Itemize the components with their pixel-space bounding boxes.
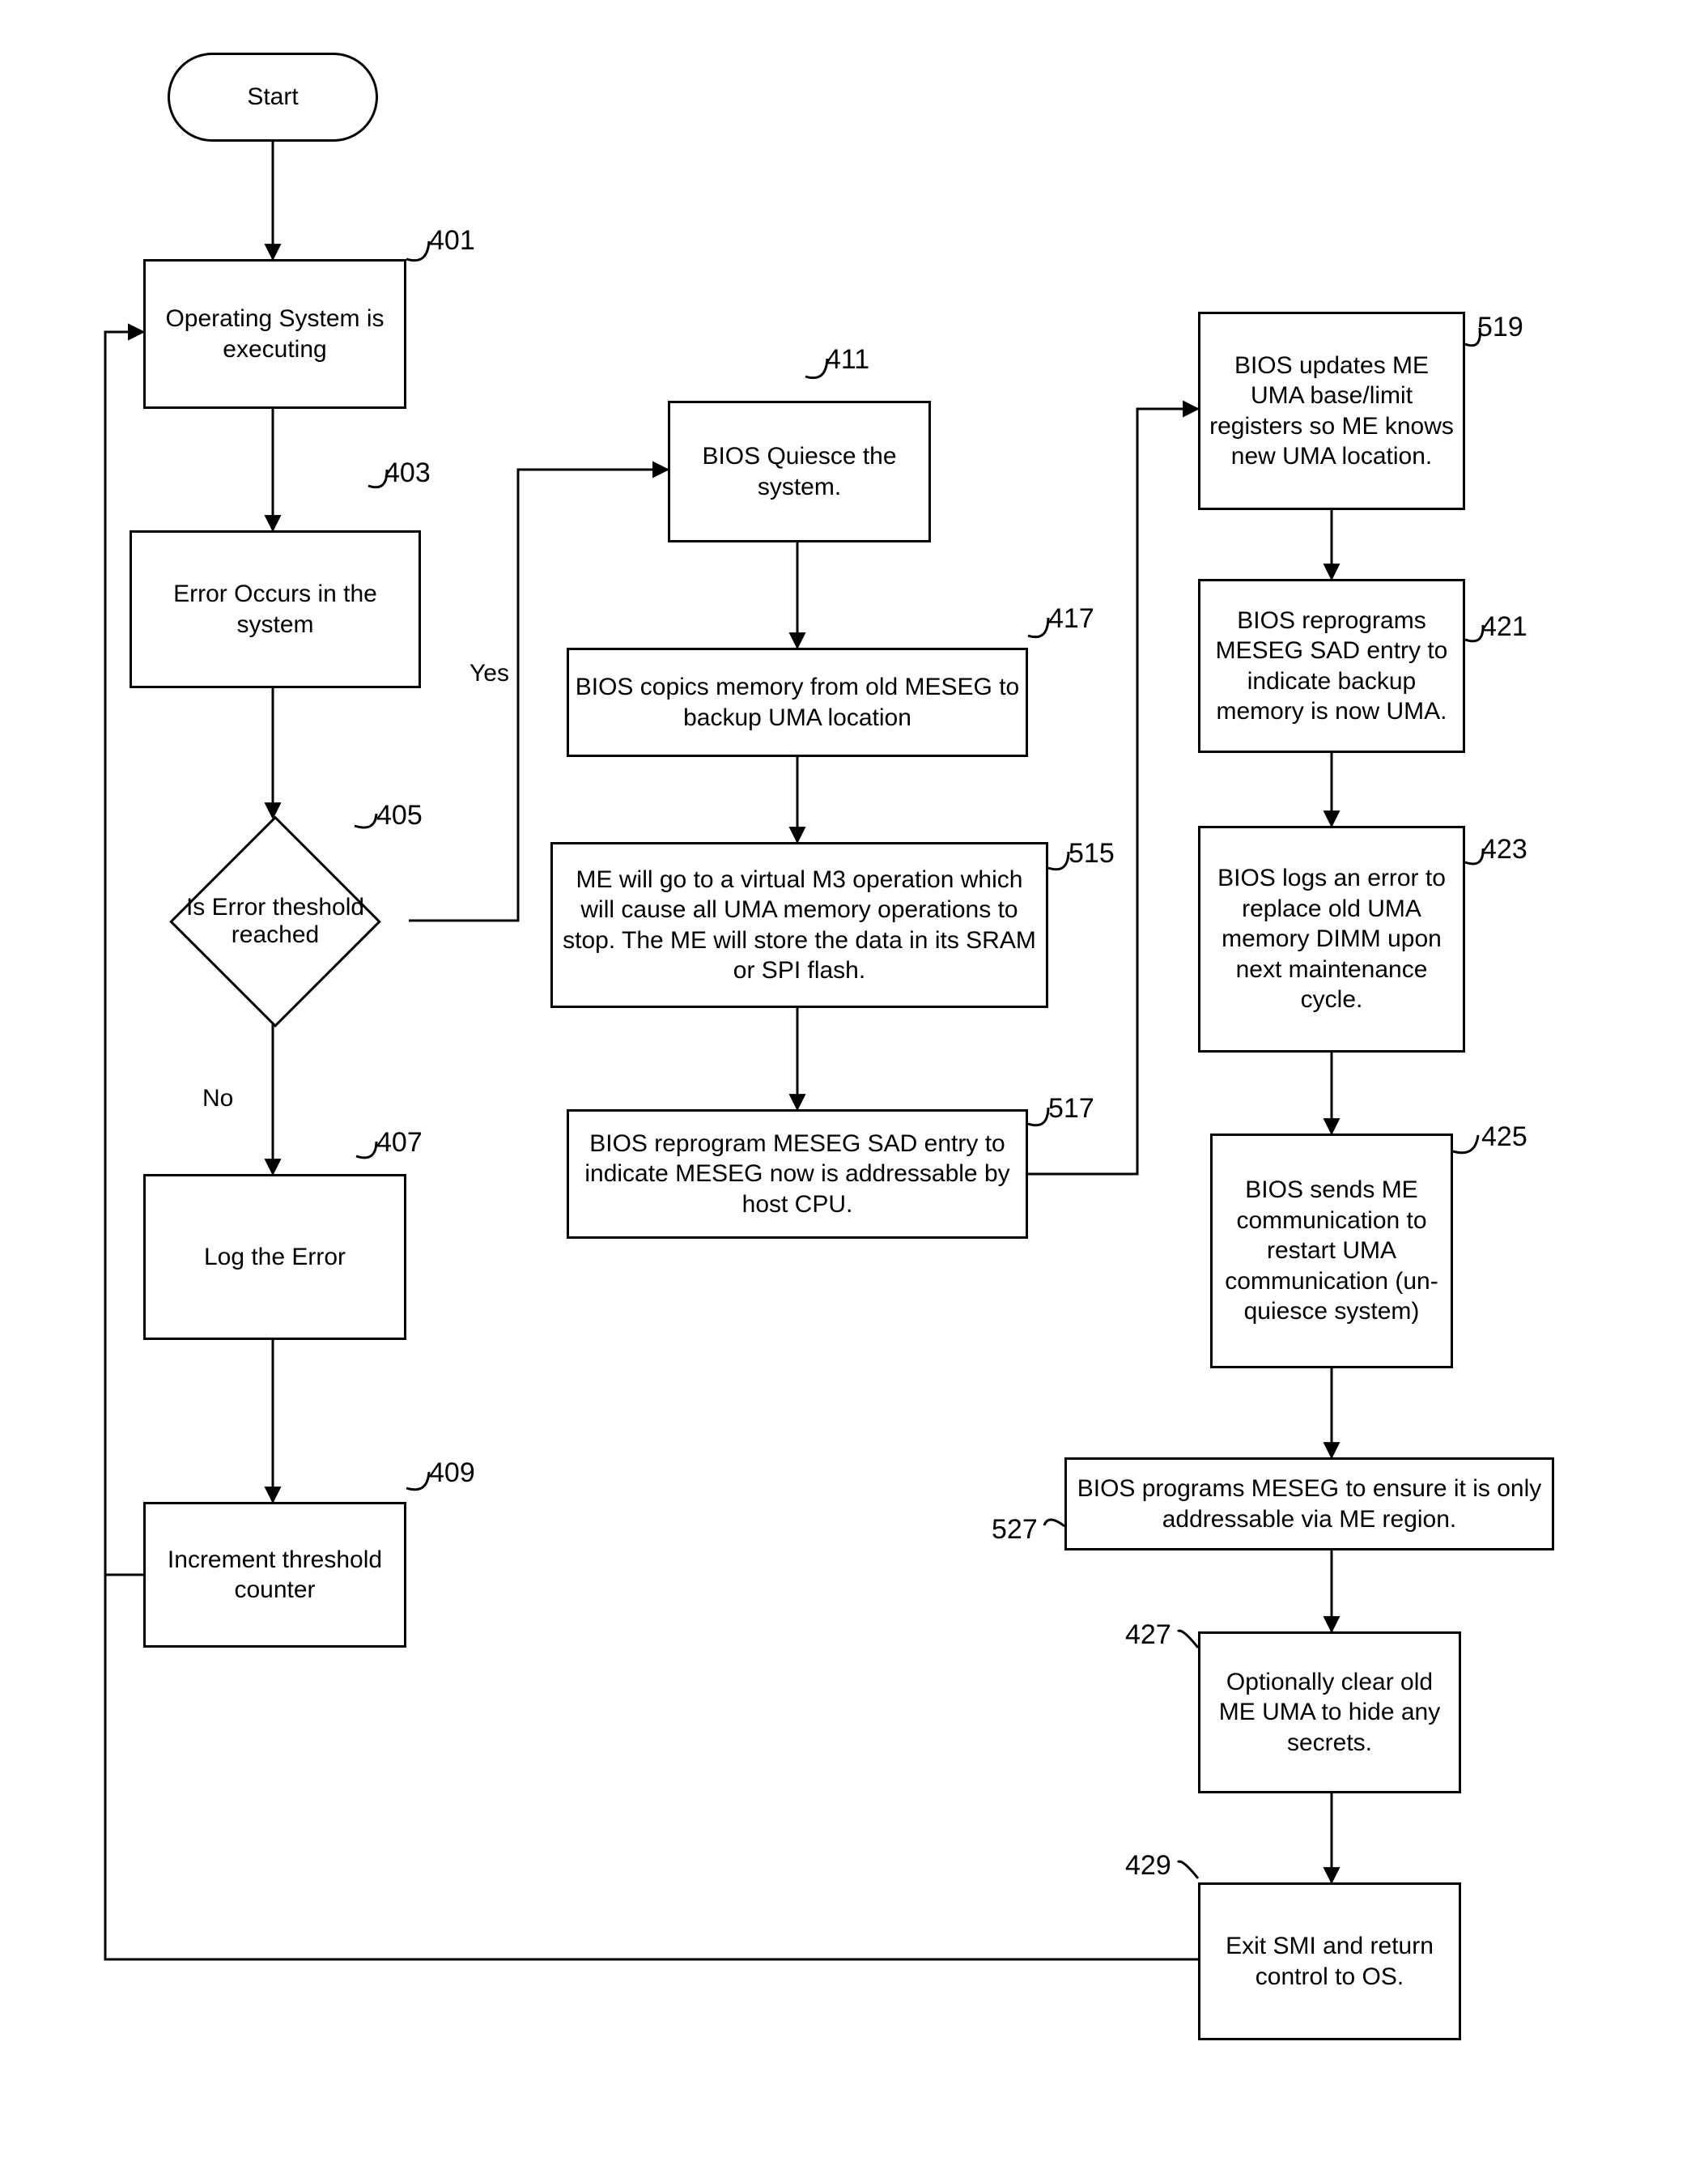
reference-number-411: 411 bbox=[826, 344, 869, 376]
ref-leadline-n425 bbox=[1453, 1135, 1478, 1153]
process-n401: Operating System is executing bbox=[143, 259, 406, 409]
process-n421: BIOS reprograms MESEG SAD entry to indic… bbox=[1198, 579, 1465, 753]
process-n409: Increment threshold counter bbox=[143, 1502, 406, 1648]
reference-number-425: 425 bbox=[1481, 1121, 1527, 1153]
process-n527: BIOS programs MESEG to ensure it is only… bbox=[1064, 1457, 1554, 1550]
reference-number-517: 517 bbox=[1048, 1093, 1094, 1125]
terminator-start: Start bbox=[168, 53, 378, 142]
reference-number-427: 427 bbox=[1125, 1619, 1171, 1651]
decision-n405: Is Error theshold reached bbox=[142, 818, 409, 1024]
flowchart-canvas: Start Operating System is executing Error … bbox=[0, 0, 1708, 2182]
reference-number-429: 429 bbox=[1125, 1850, 1171, 1882]
ref-leadline-n401 bbox=[406, 241, 429, 261]
reference-number-519: 519 bbox=[1477, 312, 1523, 343]
ref-leadline-n517 bbox=[1028, 1108, 1048, 1125]
reference-number-401: 401 bbox=[429, 225, 475, 257]
process-n519: BIOS updates ME UMA base/limit registers… bbox=[1198, 312, 1465, 510]
edge-label-no: No bbox=[202, 1085, 233, 1112]
ref-leadline-n409 bbox=[406, 1472, 429, 1490]
ref-leadline-n417 bbox=[1028, 618, 1048, 637]
process-n407: Log the Error bbox=[143, 1174, 406, 1340]
ref-leadline-n515 bbox=[1048, 852, 1069, 870]
process-n411: BIOS Quiesce the system. bbox=[668, 401, 931, 542]
process-n429: Exit SMI and return control to OS. bbox=[1198, 1882, 1461, 2040]
process-n425: BIOS sends ME communication to restart U… bbox=[1210, 1134, 1453, 1368]
process-n427: Optionally clear old ME UMA to hide any … bbox=[1198, 1631, 1461, 1793]
reference-number-409: 409 bbox=[429, 1457, 475, 1489]
reference-number-423: 423 bbox=[1481, 834, 1527, 866]
edge-n409-to-n401 bbox=[105, 332, 143, 1575]
ref-leadline-n411 bbox=[805, 359, 827, 378]
process-n403: Error Occurs in the system bbox=[130, 530, 421, 688]
edge-n517-to-n519 bbox=[1028, 409, 1198, 1174]
reference-number-407: 407 bbox=[376, 1127, 423, 1159]
edge-label-yes: Yes bbox=[469, 660, 509, 687]
reference-number-403: 403 bbox=[385, 457, 431, 489]
process-n517: BIOS reprogram MESEG SAD entry to indica… bbox=[567, 1109, 1028, 1239]
reference-number-515: 515 bbox=[1069, 838, 1115, 870]
reference-number-527: 527 bbox=[992, 1514, 1038, 1546]
process-n417: BIOS copics memory from old MESEG to bac… bbox=[567, 648, 1028, 757]
reference-number-405: 405 bbox=[376, 800, 423, 832]
ref-leadline-n429 bbox=[1178, 1861, 1198, 1878]
ref-leadline-n423 bbox=[1465, 849, 1483, 864]
ref-leadline-n527 bbox=[1044, 1520, 1064, 1526]
ref-leadline-n407 bbox=[356, 1142, 376, 1158]
ref-leadline-n421 bbox=[1465, 625, 1483, 641]
process-n515: ME will go to a virtual M3 operation whi… bbox=[550, 842, 1048, 1008]
reference-number-421: 421 bbox=[1481, 611, 1527, 643]
reference-number-417: 417 bbox=[1048, 603, 1094, 635]
process-n423: BIOS logs an error to replace old UMA me… bbox=[1198, 826, 1465, 1053]
ref-leadline-n427 bbox=[1178, 1631, 1198, 1648]
decision-n405-label: Is Error theshold reached bbox=[142, 818, 409, 1024]
